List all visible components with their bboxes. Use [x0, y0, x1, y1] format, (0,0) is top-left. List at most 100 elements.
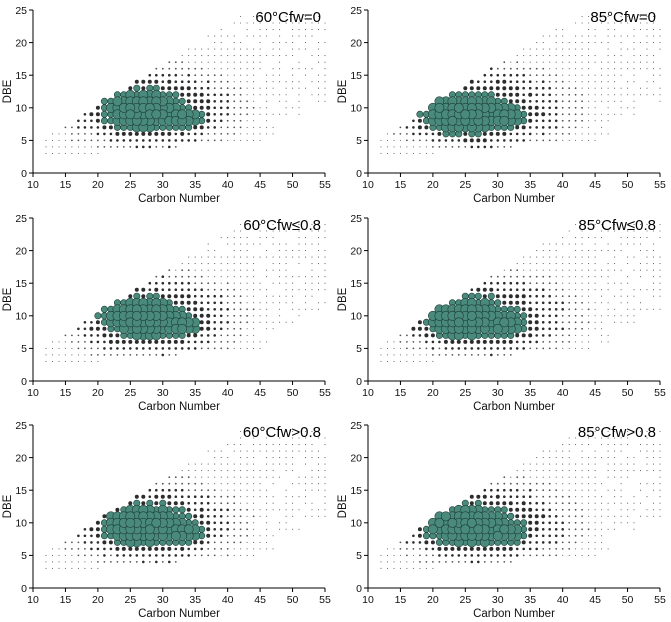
data-point — [144, 524, 155, 535]
data-point — [561, 541, 564, 544]
data-point — [406, 360, 408, 362]
data-point — [620, 295, 622, 297]
data-point — [292, 496, 294, 498]
data-point — [562, 269, 564, 271]
data-point — [206, 105, 211, 110]
data-point — [548, 554, 551, 557]
data-point — [659, 35, 661, 37]
data-point — [95, 520, 100, 525]
data-point — [311, 450, 313, 452]
data-point — [594, 535, 596, 537]
data-point — [541, 93, 545, 97]
data-point — [213, 347, 216, 350]
data-point — [193, 333, 198, 338]
data-point — [220, 282, 222, 284]
data-point — [575, 22, 577, 24]
data-points — [45, 15, 326, 154]
data-point — [129, 146, 132, 148]
data-point — [226, 87, 229, 90]
data-point — [490, 554, 493, 557]
data-point — [128, 86, 133, 91]
data-point — [432, 567, 434, 569]
data-point — [412, 354, 414, 356]
data-point — [233, 314, 236, 317]
data-point — [601, 61, 603, 63]
data-point — [482, 138, 487, 143]
data-point — [311, 256, 313, 258]
data-point — [279, 302, 281, 304]
x-tick-label: 20 — [92, 179, 104, 191]
data-point — [594, 243, 596, 245]
data-point — [490, 145, 493, 149]
data-point — [434, 517, 445, 528]
data-point — [406, 567, 408, 569]
data-point — [206, 340, 210, 344]
data-point — [463, 546, 468, 551]
data-point — [207, 347, 210, 350]
data-point — [266, 276, 268, 278]
data-point — [588, 535, 590, 537]
data-point — [233, 106, 236, 109]
data-point — [272, 68, 274, 70]
data-point — [298, 22, 300, 24]
data-point — [601, 528, 603, 530]
data-point — [240, 237, 242, 239]
data-point — [477, 554, 480, 557]
data-point — [181, 263, 183, 265]
data-point — [515, 514, 520, 519]
data-point — [542, 139, 545, 142]
data-point — [594, 509, 596, 511]
data-point — [253, 528, 255, 530]
data-point — [167, 294, 172, 299]
data-point — [298, 437, 300, 439]
data-point — [77, 567, 79, 569]
data-point — [607, 289, 609, 291]
data-point — [194, 554, 197, 557]
data-point — [587, 528, 590, 531]
data-point — [575, 42, 577, 44]
data-point — [259, 237, 261, 239]
data-point — [246, 515, 248, 517]
data-point — [259, 535, 261, 537]
data-point — [607, 502, 609, 504]
data-point — [549, 476, 551, 478]
data-point — [652, 243, 655, 245]
data-point — [528, 307, 533, 312]
data-point — [259, 341, 261, 343]
data-point — [503, 139, 506, 142]
data-point — [266, 489, 268, 491]
data-point — [464, 347, 467, 350]
data-point — [102, 326, 107, 331]
data-point — [432, 554, 434, 557]
data-point — [541, 126, 545, 129]
data-point — [51, 554, 54, 556]
data-point — [536, 250, 538, 252]
data-point — [496, 275, 499, 278]
data-point — [555, 276, 557, 278]
data-point — [304, 444, 307, 446]
data-point — [542, 554, 545, 557]
data-point — [259, 347, 261, 349]
data-point — [601, 509, 603, 511]
data-point — [207, 269, 209, 271]
data-point — [594, 437, 596, 439]
data-point — [219, 521, 223, 525]
data-point — [386, 146, 389, 148]
data-point — [108, 125, 113, 130]
data-point — [259, 15, 261, 18]
data-point — [588, 289, 590, 291]
data-point — [509, 132, 513, 136]
data-point — [522, 547, 525, 551]
data-point — [298, 476, 300, 478]
data-point — [103, 146, 106, 148]
data-point — [304, 282, 307, 284]
data-point — [193, 105, 198, 110]
data-point — [103, 340, 106, 344]
data-point — [535, 80, 538, 83]
data-point — [562, 476, 564, 478]
data-point — [220, 48, 222, 50]
data-point — [614, 489, 616, 491]
data-point — [432, 354, 434, 356]
data-point — [601, 100, 603, 102]
data-point — [594, 528, 596, 530]
